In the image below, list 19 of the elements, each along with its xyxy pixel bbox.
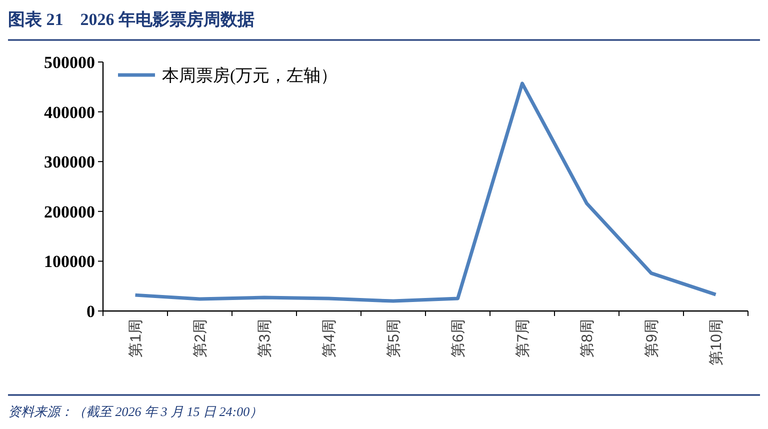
x-tick-label: 第5周 [385, 319, 402, 358]
y-tick-label: 200000 [44, 202, 95, 222]
chart-title: 图表 21 2026 年电影票房周数据 [8, 10, 254, 29]
x-tick-label: 第6周 [450, 319, 467, 358]
text: 资料来源：（截至 2026 年 3 月 15 日 24:00） [8, 404, 263, 419]
x-tick-label: 第10周 [708, 319, 725, 366]
y-tick-label: 300000 [44, 152, 95, 172]
y-tick-label: 0 [86, 302, 95, 321]
x-tick-label: 第4周 [320, 319, 338, 358]
x-tick-label: 第7周 [514, 319, 532, 358]
x-tick-label: 第2周 [192, 319, 209, 358]
y-tick-label: 100000 [44, 252, 95, 272]
x-tick-label: 第9周 [643, 319, 660, 358]
x-tick-label: 第3周 [256, 319, 274, 358]
y-tick-label: 500000 [44, 53, 95, 72]
x-tick-label: 第1周 [127, 319, 144, 358]
legend-label: 本周票房(万元，左轴） [162, 66, 338, 85]
y-tick-label: 400000 [44, 102, 95, 122]
x-tick-label: 第8周 [578, 319, 596, 358]
